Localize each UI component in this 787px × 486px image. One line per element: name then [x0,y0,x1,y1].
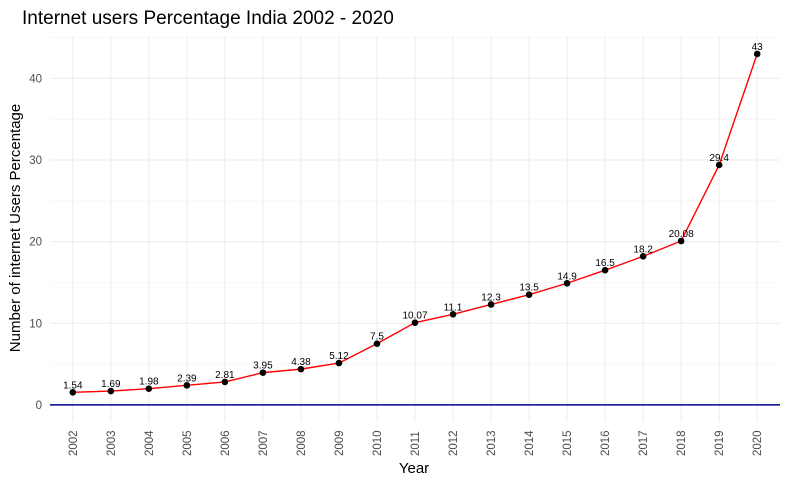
x-tick-label: 2015 [562,430,574,456]
data-point-2013 [487,301,495,308]
y-tick-label: 30 [29,155,42,167]
data-point-2007 [259,369,267,376]
data-label-2009: 5.12 [329,351,349,362]
data-label-2002: 1.54 [63,380,83,391]
data-point-2002 [69,388,77,396]
y-axis-title: Number of internet Users Percentage [7,104,24,352]
data-point-2005 [183,382,191,389]
y-tick-label: 10 [29,318,42,330]
x-axis-title: Year [399,460,429,477]
y-tick-label: 20 [29,237,42,249]
x-tick-label: 2016 [600,430,612,456]
data-point-2015 [563,279,571,287]
x-tick-label: 2009 [334,430,346,456]
x-tick-label: 2010 [372,430,384,456]
x-axis-ticks: 2002 2003 2004 2005 2006 2007 2008 2009 2010 2011… [68,430,764,456]
x-tick-label: 2020 [752,430,764,456]
data-point-2006 [221,378,229,386]
x-tick-label: 2004 [144,430,156,456]
data-point-2017 [639,253,647,260]
x-tick-label: 2005 [182,430,194,456]
data-label-2008: 4.38 [291,357,311,368]
data-point-2008 [297,365,305,373]
x-tick-label: 2011 [410,431,422,456]
data-label-2011: 10.07 [402,311,427,322]
data-label-2014: 13.5 [519,283,539,294]
data-points [69,50,761,396]
y-axis-ticks: 0 10 20 30 40 [29,73,42,411]
data-point-2003 [107,387,115,395]
data-label-2016: 16.5 [595,258,615,269]
data-point-2014 [525,291,533,298]
x-tick-label: 2013 [486,430,498,456]
data-label-2019: 29.4 [709,153,729,164]
data-label-2015: 14.9 [557,271,577,282]
data-label-2012: 11.1 [444,302,463,313]
data-label-2020: 43 [752,42,764,53]
x-tick-label: 2002 [68,430,80,456]
data-point-2016 [601,266,609,274]
data-point-2012 [449,310,457,318]
x-tick-label: 2012 [448,430,460,456]
x-tick-label: 2018 [676,430,688,456]
data-label-2018: 20.08 [669,229,694,240]
x-tick-label: 2006 [220,430,232,456]
data-point-2018 [677,237,685,245]
data-label-2003: 1.69 [101,379,121,390]
y-tick-label: 0 [36,400,42,412]
x-tick-label: 2008 [296,430,308,456]
data-label-2006: 2.81 [215,370,235,381]
x-tick-label: 2014 [524,430,536,456]
data-label-2005: 2.39 [177,373,197,384]
data-label-2010: 7.5 [370,332,384,343]
data-point-2010 [373,340,381,347]
data-label-2013: 12.3 [481,292,501,303]
data-point-2019 [715,161,723,169]
data-point-2004 [145,385,153,393]
x-tick-label: 2007 [258,430,270,456]
data-point-2009 [335,359,343,367]
data-label-2017: 18.2 [633,244,653,255]
y-tick-label: 40 [29,73,42,85]
data-labels: 1.54 1.69 1.98 2.39 2.81 3.95 4.38 5.12 7.5 10.07… [63,42,763,391]
x-tick-label: 2019 [714,430,726,456]
data-label-2007: 3.95 [253,361,273,372]
data-point-2020 [753,50,761,58]
data-label-2004: 1.98 [139,377,159,388]
data-point-2011 [411,319,419,326]
x-tick-label: 2017 [638,430,650,456]
chart-title: Internet users Percentage India 2002 - 2… [22,8,394,29]
x-tick-label: 2003 [106,430,118,456]
